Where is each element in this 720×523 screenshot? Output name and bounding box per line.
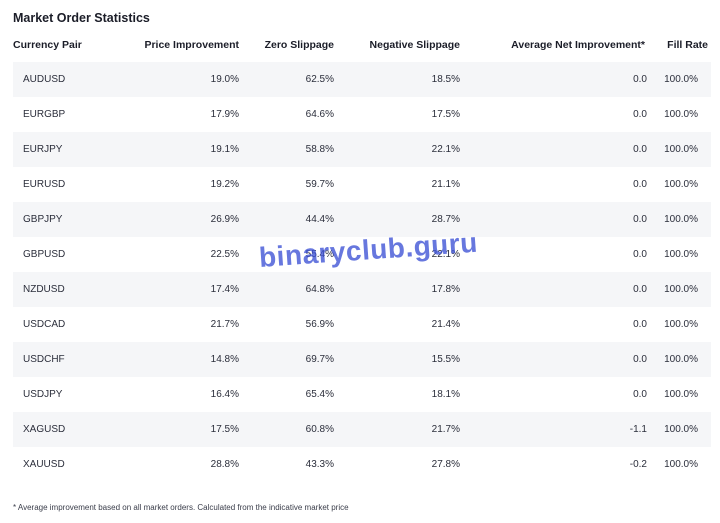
table-row: XAUUSD 28.8% 43.3% 27.8% -0.2 100.0% [13, 447, 711, 482]
cell-zero-slippage: 55.4% [305, 249, 334, 260]
cell-negative-slippage: 21.4% [431, 319, 460, 330]
table-row: USDJPY 16.4% 65.4% 18.1% 0.0 100.0% [13, 377, 711, 412]
table-row: GBPJPY 26.9% 44.4% 28.7% 0.0 100.0% [13, 202, 711, 237]
cell-fill-rate: 100.0% [664, 459, 698, 470]
cell-price-improvement: 17.4% [210, 284, 239, 295]
cell-fill-rate: 100.0% [664, 354, 698, 365]
cell-price-improvement: 19.2% [210, 179, 239, 190]
cell-fill-rate: 100.0% [664, 284, 698, 295]
table-row: USDCHF 14.8% 69.7% 15.5% 0.0 100.0% [13, 342, 711, 377]
cell-average-net-improvement: 0.0 [633, 354, 647, 365]
cell-negative-slippage: 28.7% [431, 214, 460, 225]
table-row: EURJPY 19.1% 58.8% 22.1% 0.0 100.0% [13, 132, 711, 167]
cell-average-net-improvement: 0.0 [633, 74, 647, 85]
header-fill-rate: Fill Rate [667, 39, 708, 51]
header-average-net-improvement: Average Net Improvement* [511, 39, 645, 51]
cell-zero-slippage: 58.8% [305, 144, 334, 155]
header-negative-slippage: Negative Slippage [369, 39, 460, 51]
cell-zero-slippage: 43.3% [305, 459, 334, 470]
table-body: AUDUSD 19.0% 62.5% 18.5% 0.0 100.0% EURG… [13, 62, 711, 482]
table-row: XAGUSD 17.5% 60.8% 21.7% -1.1 100.0% [13, 412, 711, 447]
cell-price-improvement: 28.8% [210, 459, 239, 470]
cell-fill-rate: 100.0% [664, 179, 698, 190]
table-header-row: Currency Pair Price Improvement Zero Sli… [13, 36, 711, 58]
header-zero-slippage: Zero Slippage [264, 39, 334, 51]
cell-fill-rate: 100.0% [664, 74, 698, 85]
cell-negative-slippage: 17.5% [431, 109, 460, 120]
cell-average-net-improvement: 0.0 [633, 109, 647, 120]
cell-currency-pair: AUDUSD [23, 74, 66, 85]
cell-currency-pair: GBPJPY [23, 214, 63, 225]
cell-fill-rate: 100.0% [664, 249, 698, 260]
cell-fill-rate: 100.0% [664, 109, 698, 120]
cell-currency-pair: USDJPY [23, 389, 63, 400]
cell-currency-pair: XAGUSD [23, 424, 66, 435]
header-currency-pair: Currency Pair [13, 39, 82, 51]
cell-average-net-improvement: -0.2 [629, 459, 647, 470]
cell-zero-slippage: 56.9% [305, 319, 334, 330]
cell-currency-pair: XAUUSD [23, 459, 65, 470]
page-title: Market Order Statistics [13, 11, 150, 25]
cell-average-net-improvement: 0.0 [633, 179, 647, 190]
cell-negative-slippage: 21.7% [431, 424, 460, 435]
cell-negative-slippage: 22.1% [431, 144, 460, 155]
footnote: * Average improvement based on all marke… [13, 503, 349, 512]
cell-zero-slippage: 65.4% [305, 389, 334, 400]
cell-fill-rate: 100.0% [664, 389, 698, 400]
cell-zero-slippage: 64.8% [305, 284, 334, 295]
cell-price-improvement: 17.9% [210, 109, 239, 120]
cell-currency-pair: GBPUSD [23, 249, 66, 260]
cell-zero-slippage: 69.7% [305, 354, 334, 365]
cell-average-net-improvement: 0.0 [633, 249, 647, 260]
table-row: AUDUSD 19.0% 62.5% 18.5% 0.0 100.0% [13, 62, 711, 97]
cell-price-improvement: 17.5% [210, 424, 239, 435]
cell-zero-slippage: 64.6% [305, 109, 334, 120]
cell-currency-pair: EURJPY [23, 144, 63, 155]
table-row: EURGBP 17.9% 64.6% 17.5% 0.0 100.0% [13, 97, 711, 132]
cell-fill-rate: 100.0% [664, 424, 698, 435]
table-row: USDCAD 21.7% 56.9% 21.4% 0.0 100.0% [13, 307, 711, 342]
cell-average-net-improvement: 0.0 [633, 284, 647, 295]
cell-negative-slippage: 18.1% [431, 389, 460, 400]
table-row: GBPUSD 22.5% 55.4% 22.1% 0.0 100.0% [13, 237, 711, 272]
cell-price-improvement: 19.0% [210, 74, 239, 85]
cell-currency-pair: USDCHF [23, 354, 65, 365]
cell-currency-pair: EURGBP [23, 109, 66, 120]
cell-currency-pair: USDCAD [23, 319, 66, 330]
cell-negative-slippage: 27.8% [431, 459, 460, 470]
cell-zero-slippage: 60.8% [305, 424, 334, 435]
cell-fill-rate: 100.0% [664, 214, 698, 225]
cell-price-improvement: 22.5% [210, 249, 239, 260]
cell-negative-slippage: 15.5% [431, 354, 460, 365]
cell-price-improvement: 19.1% [210, 144, 239, 155]
cell-negative-slippage: 22.1% [431, 249, 460, 260]
cell-price-improvement: 14.8% [210, 354, 239, 365]
cell-currency-pair: NZDUSD [23, 284, 65, 295]
cell-fill-rate: 100.0% [664, 144, 698, 155]
cell-negative-slippage: 21.1% [431, 179, 460, 190]
cell-average-net-improvement: 0.0 [633, 144, 647, 155]
cell-average-net-improvement: 0.0 [633, 389, 647, 400]
cell-price-improvement: 16.4% [210, 389, 239, 400]
cell-average-net-improvement: 0.0 [633, 319, 647, 330]
cell-zero-slippage: 44.4% [305, 214, 334, 225]
table-row: NZDUSD 17.4% 64.8% 17.8% 0.0 100.0% [13, 272, 711, 307]
header-price-improvement: Price Improvement [144, 39, 239, 51]
cell-average-net-improvement: -1.1 [629, 424, 647, 435]
market-order-statistics-table: Currency Pair Price Improvement Zero Sli… [13, 36, 711, 470]
cell-zero-slippage: 62.5% [305, 74, 334, 85]
cell-currency-pair: EURUSD [23, 179, 66, 190]
cell-fill-rate: 100.0% [664, 319, 698, 330]
cell-zero-slippage: 59.7% [305, 179, 334, 190]
cell-negative-slippage: 17.8% [431, 284, 460, 295]
cell-average-net-improvement: 0.0 [633, 214, 647, 225]
cell-negative-slippage: 18.5% [431, 74, 460, 85]
cell-price-improvement: 21.7% [210, 319, 239, 330]
table-row: EURUSD 19.2% 59.7% 21.1% 0.0 100.0% [13, 167, 711, 202]
cell-price-improvement: 26.9% [210, 214, 239, 225]
